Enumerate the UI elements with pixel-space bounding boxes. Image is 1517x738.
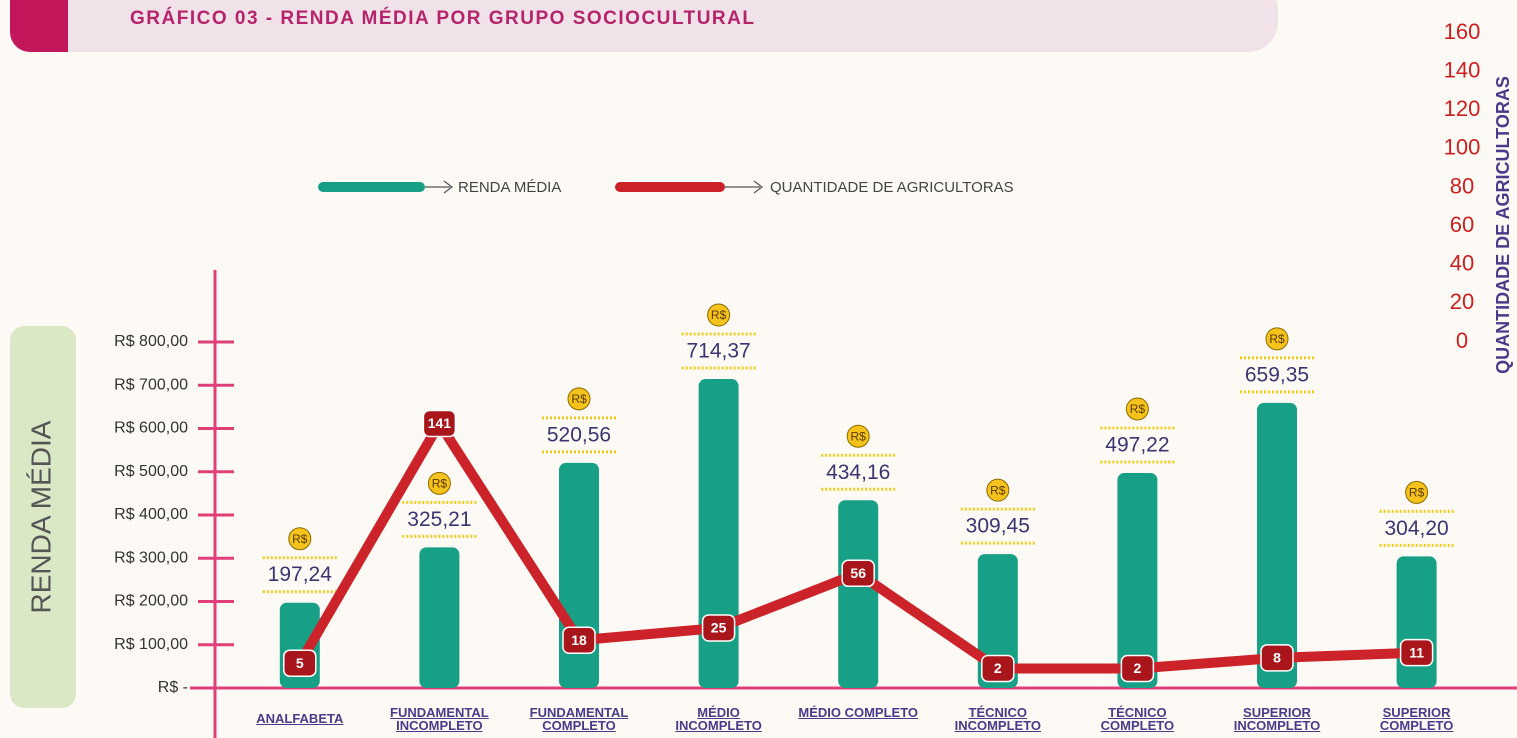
legend-label: QUANTIDADE DE AGRICULTORAS xyxy=(770,179,1014,196)
coin xyxy=(567,387,591,411)
point-marker xyxy=(562,626,596,655)
y2-tick-label: 40 xyxy=(1450,251,1474,276)
x-tick-label: FUNDAMENTAL COMPLETO xyxy=(529,705,629,733)
y2-tick-label: 0 xyxy=(1456,328,1468,353)
coin xyxy=(986,478,1010,502)
x-tick-label: TÉCNICO COMPLETO xyxy=(1100,705,1175,733)
x-tick-label: SUPERIOR INCOMPLETO xyxy=(1233,705,1321,733)
coin-label: R$ xyxy=(1130,402,1146,416)
point-label: 11 xyxy=(1409,644,1424,660)
value-label: 434,16 xyxy=(826,461,890,484)
coin-label: R$ xyxy=(292,532,308,546)
point-label: 5 xyxy=(296,655,304,671)
value-label: 520,56 xyxy=(547,423,611,446)
point-marker xyxy=(1120,654,1155,683)
bar xyxy=(977,554,1018,688)
chart-title: GRÁFICO 03 - RENDA MÉDIA POR GRUPO SOCIO… xyxy=(130,7,755,29)
value-label: 197,24 xyxy=(268,563,333,586)
value-label: 714,37 xyxy=(686,340,750,363)
y-tick-label: R$ 200,00 xyxy=(114,593,188,610)
y-tick-label: R$ 500,00 xyxy=(114,463,188,480)
coin xyxy=(1405,480,1429,504)
y2-tick-label: 100 xyxy=(1444,135,1481,160)
x-tick-label: ANALFABETA xyxy=(256,711,344,726)
bar xyxy=(559,462,599,688)
x-tick-label: MÉDIO COMPLETO xyxy=(798,705,919,720)
legend-swatch xyxy=(615,182,725,192)
ylabel-box xyxy=(10,326,76,708)
x-tick-label: MÉDIO INCOMPLETO xyxy=(675,705,762,733)
coin xyxy=(288,527,312,551)
legend-label: RENDA MÉDIA xyxy=(458,179,561,196)
y-tick-label: R$ - xyxy=(158,679,188,696)
point-label: 8 xyxy=(1273,650,1281,666)
bar xyxy=(419,547,460,688)
point-label: 141 xyxy=(428,415,452,431)
coin xyxy=(427,471,451,495)
point-marker xyxy=(422,409,457,438)
value-label: 659,35 xyxy=(1245,363,1309,386)
coin-label: R$ xyxy=(990,483,1006,497)
y2-tick-label: 120 xyxy=(1444,96,1481,121)
coin-label: R$ xyxy=(1269,332,1285,346)
y2-tick-label: 80 xyxy=(1450,173,1474,198)
coin xyxy=(846,424,870,448)
header-accent xyxy=(40,0,68,52)
header-band xyxy=(10,0,1278,52)
y-tick-label: R$ 600,00 xyxy=(114,420,188,437)
value-label: 309,45 xyxy=(966,515,1030,538)
y-tick-label: R$ 100,00 xyxy=(114,636,188,653)
bar xyxy=(698,379,739,688)
point-marker xyxy=(701,614,736,642)
coin-label: R$ xyxy=(432,477,448,491)
x-tick-label: FUNDAMENTAL INCOMPLETO xyxy=(390,705,489,733)
y-axis-label: RENDA MÉDIA xyxy=(25,420,56,613)
y-tick-label: R$ 800,00 xyxy=(114,333,188,350)
point-label: 18 xyxy=(571,632,587,648)
y-tick-label: R$ 400,00 xyxy=(114,506,188,523)
bar xyxy=(1117,472,1158,688)
y2-tick-label: 20 xyxy=(1450,289,1474,314)
y2-tick-label: 60 xyxy=(1450,212,1474,237)
point-marker xyxy=(283,649,317,677)
y2-axis-label: QUANTIDADE DE AGRICULTORAS xyxy=(1493,76,1513,374)
point-label: 56 xyxy=(850,565,866,581)
coin xyxy=(707,303,731,327)
x-tick-label: TÉCNICO INCOMPLETO xyxy=(954,705,1042,733)
legend-arrow xyxy=(725,180,763,194)
point-label: 2 xyxy=(994,660,1002,676)
legend-swatch xyxy=(318,182,425,192)
y2-tick-label: 160 xyxy=(1444,19,1481,44)
coin-label: R$ xyxy=(851,429,867,443)
y-tick-label: R$ 700,00 xyxy=(114,376,188,393)
value-label: 325,21 xyxy=(407,508,471,531)
coin-label: R$ xyxy=(711,308,727,322)
point-label: 25 xyxy=(711,620,727,636)
point-marker xyxy=(981,654,1015,683)
value-label: 497,22 xyxy=(1105,433,1169,456)
coin xyxy=(1265,327,1289,351)
coin-label: R$ xyxy=(571,392,587,406)
coin xyxy=(1125,397,1149,421)
y2-tick-label: 140 xyxy=(1444,57,1481,82)
point-marker xyxy=(841,559,875,588)
point-marker xyxy=(1260,644,1294,672)
bar xyxy=(1396,556,1437,688)
bar xyxy=(1257,402,1297,688)
point-marker xyxy=(1399,638,1434,667)
coin-label: R$ xyxy=(1409,486,1425,500)
value-label: 304,20 xyxy=(1384,517,1448,540)
point-label: 2 xyxy=(1134,660,1142,676)
bar xyxy=(838,500,879,688)
legend-arrow xyxy=(425,180,453,194)
y-tick-label: R$ 300,00 xyxy=(114,549,188,566)
x-tick-label: SUPERIOR COMPLETO xyxy=(1379,705,1454,733)
